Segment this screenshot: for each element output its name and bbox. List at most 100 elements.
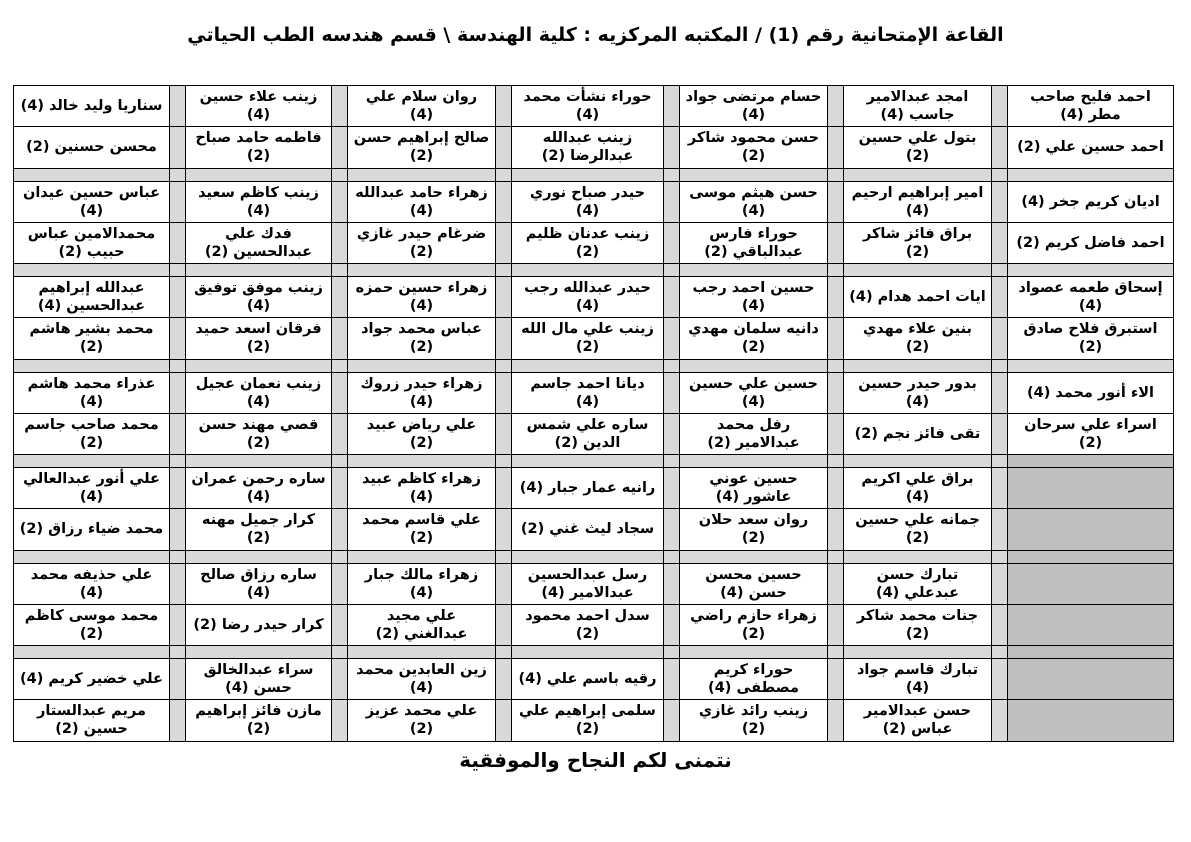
- row-separator-cell: [827, 167, 844, 182]
- seat-cell: زهراء حيدر زروك (4): [347, 371, 496, 414]
- column-separator: [827, 371, 844, 414]
- seat-cell: فرقان اسعد حميد (2): [185, 317, 332, 360]
- row-separator-cell: [331, 549, 348, 564]
- seat-cell: احمد فليح صاحب مطر (4): [1007, 84, 1174, 128]
- column-separator: [827, 466, 844, 510]
- row-separator-cell: [1007, 263, 1174, 277]
- column-separator: [169, 84, 186, 128]
- column-separator: [663, 275, 680, 319]
- seat-cell: حسن عبدالامير عباس (2): [843, 699, 992, 742]
- row-separator: [13, 167, 1174, 182]
- column-separator: [991, 275, 1008, 319]
- row-separator-cell: [13, 454, 170, 468]
- column-separator: [169, 657, 186, 701]
- seat-cell: براق فائز شاكر (2): [843, 221, 992, 265]
- row-separator-cell: [1007, 549, 1174, 564]
- column-separator: [495, 562, 512, 605]
- column-separator: [331, 317, 348, 360]
- column-separator: [495, 466, 512, 510]
- seat-cell: رانيه عمار جبار (4): [511, 466, 664, 510]
- column-separator: [827, 603, 844, 647]
- seat-cell: روان سلام علي (4): [347, 84, 496, 128]
- column-separator: [827, 84, 844, 128]
- row-separator-cell: [1007, 454, 1174, 468]
- row-separator-cell: [169, 454, 186, 468]
- column-separator: [991, 466, 1008, 510]
- column-separator: [169, 126, 186, 169]
- seat-cell: زهراء حامد عبدالله (4): [347, 180, 496, 223]
- row-separator-cell: [347, 454, 496, 468]
- seat-cell: زينب موفق توفيق (4): [185, 275, 332, 319]
- column-separator: [827, 275, 844, 319]
- seat-cell: سلمى إبراهيم علي (2): [511, 699, 664, 742]
- seat-cell: إسحاق طعمه عصواد (4): [1007, 275, 1174, 319]
- seat-cell: زين العابدين محمد (4): [347, 657, 496, 701]
- column-separator: [495, 317, 512, 360]
- row-separator-cell: [169, 167, 186, 182]
- row-separator-cell: [511, 454, 664, 468]
- row-separator-cell: [13, 645, 170, 659]
- seat-cell: علي محمد عزيز (2): [347, 699, 496, 742]
- seat-cell: جنات محمد شاكر (2): [843, 603, 992, 647]
- row-separator-cell: [185, 358, 332, 373]
- column-separator: [663, 371, 680, 414]
- seat-cell: بتول علي حسين (2): [843, 126, 992, 169]
- row-separator-cell: [13, 549, 170, 564]
- column-separator: [991, 603, 1008, 647]
- row-separator-cell: [347, 263, 496, 277]
- row-separator-cell: [1007, 645, 1174, 659]
- column-separator: [991, 317, 1008, 360]
- column-separator: [663, 562, 680, 605]
- row-separator-cell: [1007, 167, 1174, 182]
- row-separator-cell: [991, 454, 1008, 468]
- seat-row: اسراء علي سرحان (2) تقى فائز نجم (2) رفل م…: [13, 412, 1174, 456]
- row-separator-cell: [347, 167, 496, 182]
- seat-cell: زهراء حازم راضي (2): [679, 603, 828, 647]
- empty-seat-cell: [1007, 603, 1174, 647]
- seat-cell: امجد عبدالامير جاسب (4): [843, 84, 992, 128]
- column-separator: [331, 180, 348, 223]
- seat-row: تبارك حسن عبدعلي (4) حسين محسن حسن (4) رسل…: [13, 562, 1174, 605]
- seat-cell: علي رياض عبيد (2): [347, 412, 496, 456]
- empty-seat-cell: [1007, 466, 1174, 510]
- seat-cell: رسل عبدالحسين عبدالامير (4): [511, 562, 664, 605]
- seat-cell: جمانه علي حسين (2): [843, 508, 992, 551]
- column-separator: [169, 275, 186, 319]
- row-separator-cell: [495, 645, 512, 659]
- row-separator-cell: [331, 358, 348, 373]
- seat-row: تبارك قاسم جواد (4) حوراء كريم مصطفى (4) ر…: [13, 657, 1174, 701]
- seat-cell: تبارك قاسم جواد (4): [843, 657, 992, 701]
- seat-row: الاء أنور محمد (4) بدور حيدر حسين (4) حسين…: [13, 371, 1174, 414]
- column-separator: [663, 466, 680, 510]
- seat-cell: امير إبراهيم ارحيم (4): [843, 180, 992, 223]
- seating-table: احمد فليح صاحب مطر (4) امجد عبدالامير جاس…: [13, 84, 1174, 742]
- column-separator: [827, 508, 844, 551]
- column-separator: [331, 275, 348, 319]
- column-separator: [663, 84, 680, 128]
- seat-cell: عباس محمد جواد (2): [347, 317, 496, 360]
- seat-cell: علي حذيفه محمد (4): [13, 562, 170, 605]
- row-separator-cell: [331, 263, 348, 277]
- row-separator-cell: [13, 167, 170, 182]
- row-separator-cell: [991, 549, 1008, 564]
- row-separator-cell: [827, 263, 844, 277]
- seat-cell: حسين علي حسين (4): [679, 371, 828, 414]
- seat-cell: فاطمه حامد صباح (2): [185, 126, 332, 169]
- column-separator: [663, 317, 680, 360]
- seat-cell: اديان كريم جخر (4): [1007, 180, 1174, 223]
- seat-cell: حسين محسن حسن (4): [679, 562, 828, 605]
- seat-cell: عباس حسين عيدان (4): [13, 180, 170, 223]
- seat-cell: كرار حيدر رضا (2): [185, 603, 332, 647]
- seat-cell: زينب عدنان ظليم (2): [511, 221, 664, 265]
- row-separator: [13, 549, 1174, 564]
- seat-cell: حسن محمود شاكر (2): [679, 126, 828, 169]
- row-separator-cell: [511, 358, 664, 373]
- row-separator-cell: [185, 167, 332, 182]
- column-separator: [991, 371, 1008, 414]
- row-separator-cell: [827, 358, 844, 373]
- seat-row: إسحاق طعمه عصواد (4) ايات احمد هدام (4) حس…: [13, 275, 1174, 319]
- seat-cell: زينب علاء حسين (4): [185, 84, 332, 128]
- seat-cell: رقيه باسم علي (4): [511, 657, 664, 701]
- empty-seat-cell: [1007, 657, 1174, 701]
- column-separator: [331, 562, 348, 605]
